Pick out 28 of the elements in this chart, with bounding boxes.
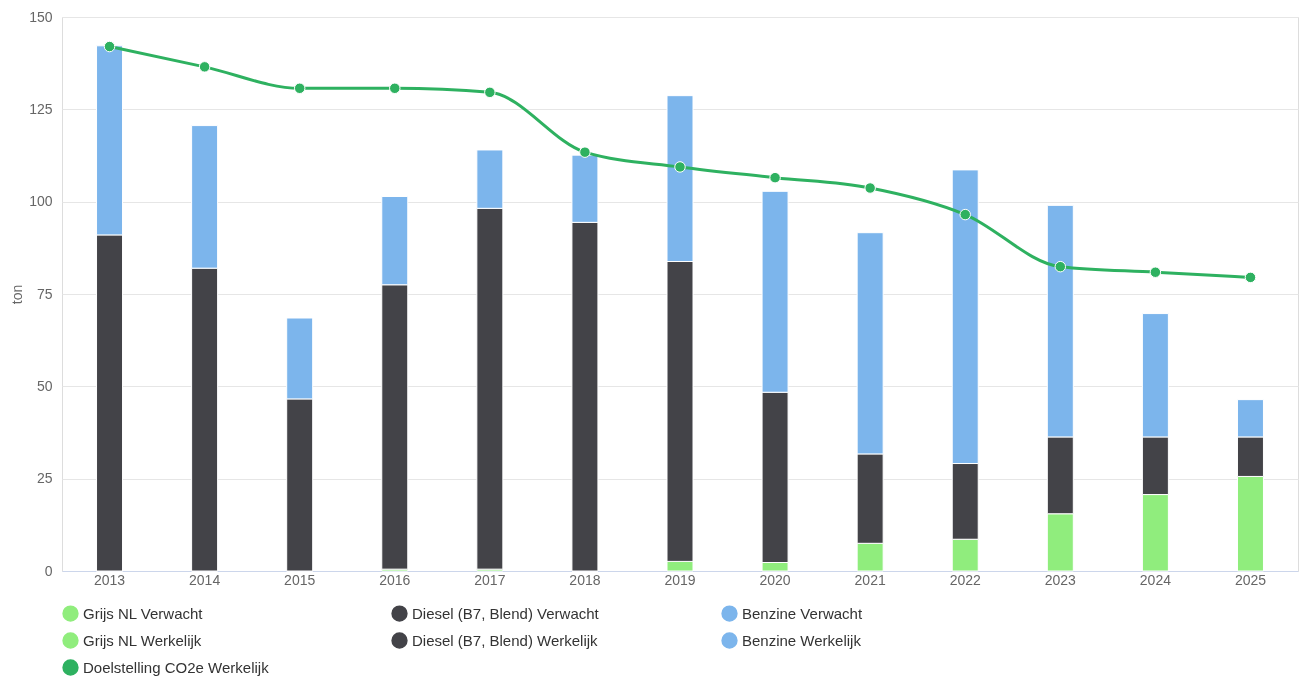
legend-label: Benzine Verwacht — [742, 604, 863, 622]
x-tick-label: 2022 — [949, 571, 982, 588]
x-tick-label: 2025 — [1234, 571, 1267, 588]
x-tick-label: 2015 — [284, 571, 316, 588]
x-tick-label: 2020 — [759, 571, 791, 588]
legend-label: Grijs NL Verwacht — [83, 604, 204, 622]
y-tick-label: 75 — [36, 285, 53, 302]
y-axis-title: ton — [9, 284, 26, 305]
x-tick-label: 2023 — [1044, 571, 1077, 588]
legend-label: Grijs NL Werkelijk — [83, 631, 202, 649]
y-tick-label: 25 — [36, 470, 53, 487]
x-tick-label: 2019 — [664, 571, 696, 588]
legend-label: Diesel (B7, Blend) Werkelijk — [412, 631, 599, 649]
y-tick-label: 125 — [29, 100, 53, 117]
x-tick-label: 2021 — [854, 571, 886, 588]
y-tick-label: 150 — [29, 8, 53, 25]
legend-label: Diesel (B7, Blend) Verwacht — [412, 604, 600, 622]
legend-label: Doelstelling CO2e Werkelijk — [83, 658, 270, 676]
y-tick-label: 50 — [36, 377, 53, 394]
y-tick-label: 100 — [29, 193, 53, 210]
x-tick-label: 2018 — [569, 571, 601, 588]
x-tick-label: 2016 — [379, 571, 411, 588]
x-tick-label: 2024 — [1139, 571, 1172, 588]
legend-label: Benzine Werkelijk — [742, 631, 862, 649]
x-tick-label: 2013 — [93, 571, 126, 588]
x-tick-label: 2017 — [474, 571, 506, 588]
y-tick-label: 0 — [44, 562, 53, 579]
x-tick-label: 2014 — [189, 571, 221, 588]
